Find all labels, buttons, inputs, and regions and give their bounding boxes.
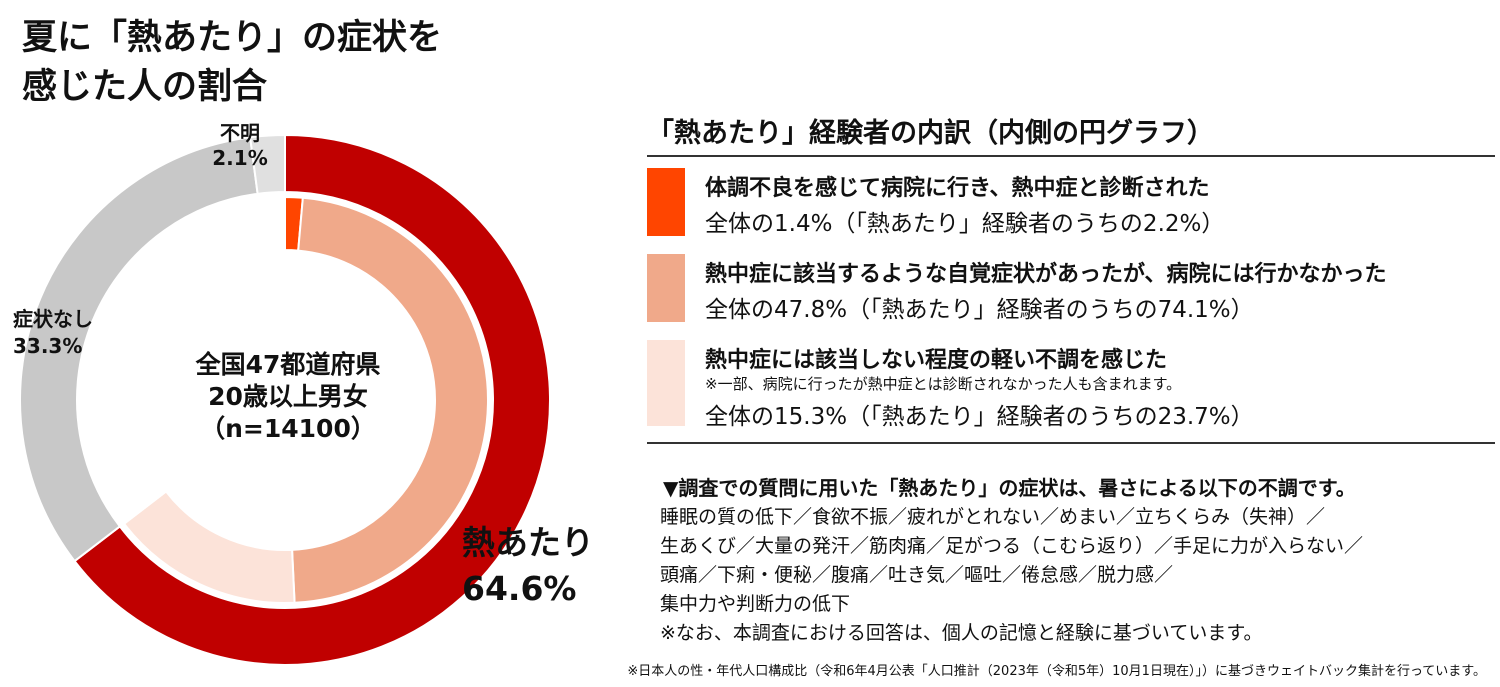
footnote: ※日本人の性・年代人口構成比（令和6年4月公表「人口推計（2023年（令和5年）… xyxy=(627,664,1486,679)
symptoms-disclaimer: ※なお、本調査における回答は、個人の記憶と経験に基づいています。 xyxy=(660,622,1263,644)
center-line-2: 20歳以上男女 xyxy=(208,382,368,411)
legend-item-main: 熱中症に該当するような自覚症状があったが、病院には行かなかった xyxy=(705,262,1387,287)
legend-item-sub: 全体の47.8%（「熱あたり」経験者のうちの74.1%） xyxy=(705,297,1254,323)
legend-divider-bottom xyxy=(647,442,1495,444)
outer-ring xyxy=(19,133,551,666)
center-line-1: 全国47都道府県 xyxy=(195,350,381,379)
slice-label-netsuatari-name: 熱あたり xyxy=(462,523,594,562)
inner-slice-3 xyxy=(81,195,286,526)
legend-item-sub: 全体の15.3%（「熱あたり」経験者のうちの23.7%） xyxy=(705,404,1254,430)
slice-label-netsuatari-value: 64.6% xyxy=(462,569,577,608)
outer-ring-labels: 不明 2.1% 症状なし 33.3% xyxy=(13,121,268,358)
symptoms-note: ▼調査での質問に用いた「熱あたり」の症状は、暑さによる以下の不調です。 睡眠の質… xyxy=(647,473,1495,648)
legend-swatch xyxy=(647,168,685,236)
inner-slice-1 xyxy=(291,196,489,604)
legend-title: 「熱あたり」経験者の内訳（内側の円グラフ） xyxy=(647,118,1214,149)
center-line-3: （n=14100） xyxy=(200,414,376,443)
slice-value-fumei: 2.1% xyxy=(212,146,267,170)
title-line-2: 感じた人の割合 xyxy=(22,67,268,107)
symptoms-line: 集中力や判断力の低下 xyxy=(660,593,851,615)
symptoms-line: 睡眠の質の低下／食欲不振／疲れがとれない／めまい／立ちくらみ（失神）／ xyxy=(660,506,1326,528)
page-title: 夏に「熱あたり」の症状を 感じた人の割合 xyxy=(22,14,442,112)
symptoms-heading: ▼調査での質問に用いた「熱あたり」の症状は、暑さによる以下の不調です。 xyxy=(663,476,1356,500)
inner-ring xyxy=(81,195,489,604)
symptoms-line: 頭痛／下痢・便秘／腹痛／吐き気／嘔吐／倦怠感／脱力感／ xyxy=(660,564,1174,586)
legend-swatch xyxy=(647,340,685,426)
slice-label-netsuatari: 熱あたり 64.6% xyxy=(462,520,594,612)
legend-item-main: 体調不良を感じて病院に行き、熱中症と診断された xyxy=(705,176,1210,201)
title-line-1: 夏に「熱あたり」の症状を xyxy=(22,18,443,58)
outer-slice-0 xyxy=(73,133,551,666)
symptoms-line: 生あくび／大量の発汗／筋肉痛／足がつる（こむら返り）／手足に力が入らない／ xyxy=(660,535,1364,557)
outer-slice-2 xyxy=(249,133,286,195)
slice-label-fumei: 不明 xyxy=(220,121,260,145)
slice-value-nashi: 33.3% xyxy=(13,334,82,358)
legend-item-sub: 全体の1.4%（「熱あたり」経験者のうちの2.2%） xyxy=(705,211,1225,237)
legend-item-main: 熱中症には該当しない程度の軽い不調を感じた xyxy=(705,348,1168,373)
legend-swatch xyxy=(647,254,685,322)
legend-divider-top xyxy=(647,155,1495,157)
donut-center-label: 全国47都道府県 20歳以上男女 （n=14100） xyxy=(163,349,413,445)
slice-label-nashi: 症状なし xyxy=(13,307,93,331)
legend-item-note: ※一部、病院に行ったが熱中症とは診断されなかった人も含まれます。 xyxy=(705,375,1182,393)
